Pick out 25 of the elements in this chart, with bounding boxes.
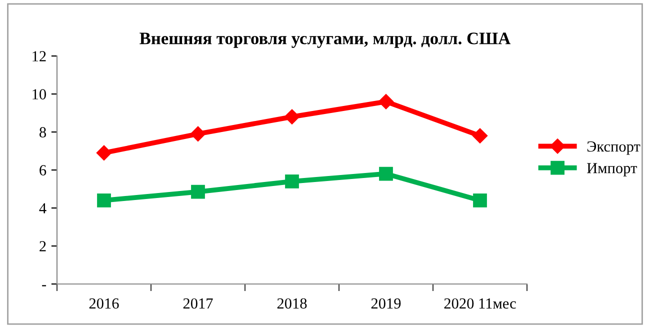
y-tick-label: 12	[32, 51, 46, 62]
point	[473, 193, 487, 208]
legend-label: Импорт	[587, 163, 637, 176]
x-tick-label: 2018	[277, 298, 307, 309]
point	[285, 174, 299, 188]
x-tick-label: 2020 11мес	[444, 298, 516, 309]
y-tick-label: 2	[40, 241, 46, 252]
x-tick-label: 2019	[371, 298, 401, 309]
x-tick-label: 2016	[89, 298, 119, 309]
chart-title: Внешняя торговля услугами, млрд. долл. США	[140, 32, 511, 48]
x-tick-label: 2017	[183, 298, 213, 309]
y-tick-label: 10	[32, 89, 46, 100]
point	[97, 193, 111, 208]
y-tick-label: -	[42, 285, 46, 286]
point	[96, 145, 112, 160]
point	[378, 94, 394, 110]
point	[191, 184, 205, 199]
y-tick-label: 6	[40, 165, 46, 176]
point	[190, 126, 206, 142]
point	[472, 128, 488, 144]
legend-label: Экспорт	[587, 141, 640, 155]
point	[379, 166, 393, 181]
point	[284, 109, 300, 124]
y-tick-label: 4	[39, 203, 46, 214]
y-tick-label: 8	[40, 127, 46, 138]
